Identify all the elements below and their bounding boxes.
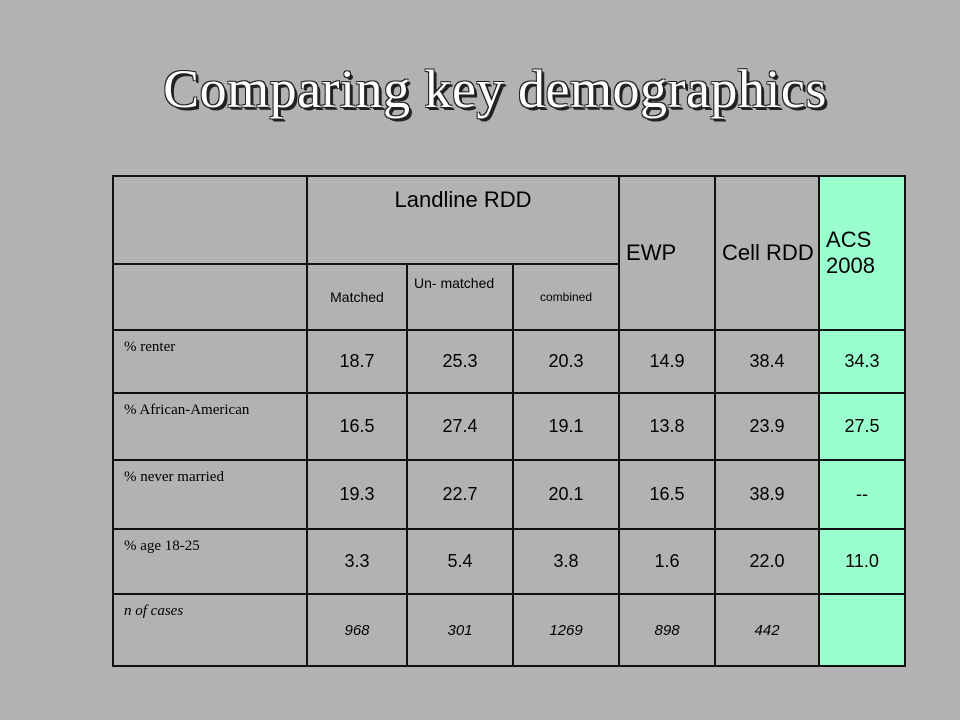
cell-combined: 3.8 xyxy=(511,528,621,595)
cell-cell-rdd: 38.4 xyxy=(714,329,821,394)
cell-acs: 34.3 xyxy=(818,329,907,394)
cell-matched: 968 xyxy=(306,593,408,667)
row-label: n of cases xyxy=(112,593,308,667)
cell-acs xyxy=(818,593,907,667)
header-matched: Matched xyxy=(306,263,408,331)
table-row-never-married: % never married 19.3 22.7 20.1 16.5 38.9… xyxy=(112,459,907,530)
cell-unmatched: 301 xyxy=(406,593,514,667)
cell-unmatched: 27.4 xyxy=(406,392,514,461)
table-row-african-american: % African-American 16.5 27.4 19.1 13.8 2… xyxy=(112,392,907,461)
cell-combined: 1269 xyxy=(511,593,621,667)
cell-cell-rdd: 23.9 xyxy=(714,392,821,461)
cell-matched: 19.3 xyxy=(306,459,408,530)
cell-acs: 11.0 xyxy=(818,528,907,595)
header-cell-rdd: Cell RDD xyxy=(714,175,821,331)
slide-title: Comparing key demographics xyxy=(163,59,827,119)
row-label: % never married xyxy=(112,459,308,530)
header-unmatched: Un- matched xyxy=(406,263,514,331)
cell-unmatched: 22.7 xyxy=(406,459,514,530)
cell-cell-rdd: 38.9 xyxy=(714,459,821,530)
cell-cell-rdd: 442 xyxy=(714,593,821,667)
cell-matched: 16.5 xyxy=(306,392,408,461)
cell-ewp: 13.8 xyxy=(618,392,717,461)
row-label: % age 18-25 xyxy=(112,528,308,595)
table-row-renter: % renter 18.7 25.3 20.3 14.9 38.4 34.3 xyxy=(112,329,907,394)
row-label: % renter xyxy=(112,329,308,394)
cell-unmatched: 5.4 xyxy=(406,528,514,595)
demographics-table: Landline RDD EWP Cell RDD ACS 2008 Match… xyxy=(112,175,907,667)
corner-cell-bottom xyxy=(112,263,308,331)
row-label: % African-American xyxy=(112,392,308,461)
cell-ewp: 1.6 xyxy=(618,528,717,595)
header-row-top: Landline RDD EWP Cell RDD ACS 2008 xyxy=(112,175,907,331)
cell-ewp: 14.9 xyxy=(618,329,717,394)
cell-matched: 3.3 xyxy=(306,528,408,595)
corner-cell-top xyxy=(112,175,308,265)
header-combined: combined xyxy=(511,263,621,331)
header-ewp: EWP xyxy=(618,175,717,331)
cell-ewp: 898 xyxy=(618,593,717,667)
cell-unmatched: 25.3 xyxy=(406,329,514,394)
cell-combined: 20.1 xyxy=(511,459,621,530)
cell-cell-rdd: 22.0 xyxy=(714,528,821,595)
table-row-age-18-25: % age 18-25 3.3 5.4 3.8 1.6 22.0 11.0 xyxy=(112,528,907,595)
cell-combined: 19.1 xyxy=(511,392,621,461)
header-acs-2008: ACS 2008 xyxy=(818,175,907,331)
cell-matched: 18.7 xyxy=(306,329,408,394)
cell-acs: -- xyxy=(818,459,907,530)
cell-ewp: 16.5 xyxy=(618,459,717,530)
cell-combined: 20.3 xyxy=(511,329,621,394)
table-row-n-of-cases: n of cases 968 301 1269 898 442 xyxy=(112,593,907,667)
cell-acs: 27.5 xyxy=(818,392,907,461)
header-landline-rdd: Landline RDD xyxy=(305,175,621,265)
header-row-sub: Matched Un- matched combined xyxy=(112,263,905,331)
